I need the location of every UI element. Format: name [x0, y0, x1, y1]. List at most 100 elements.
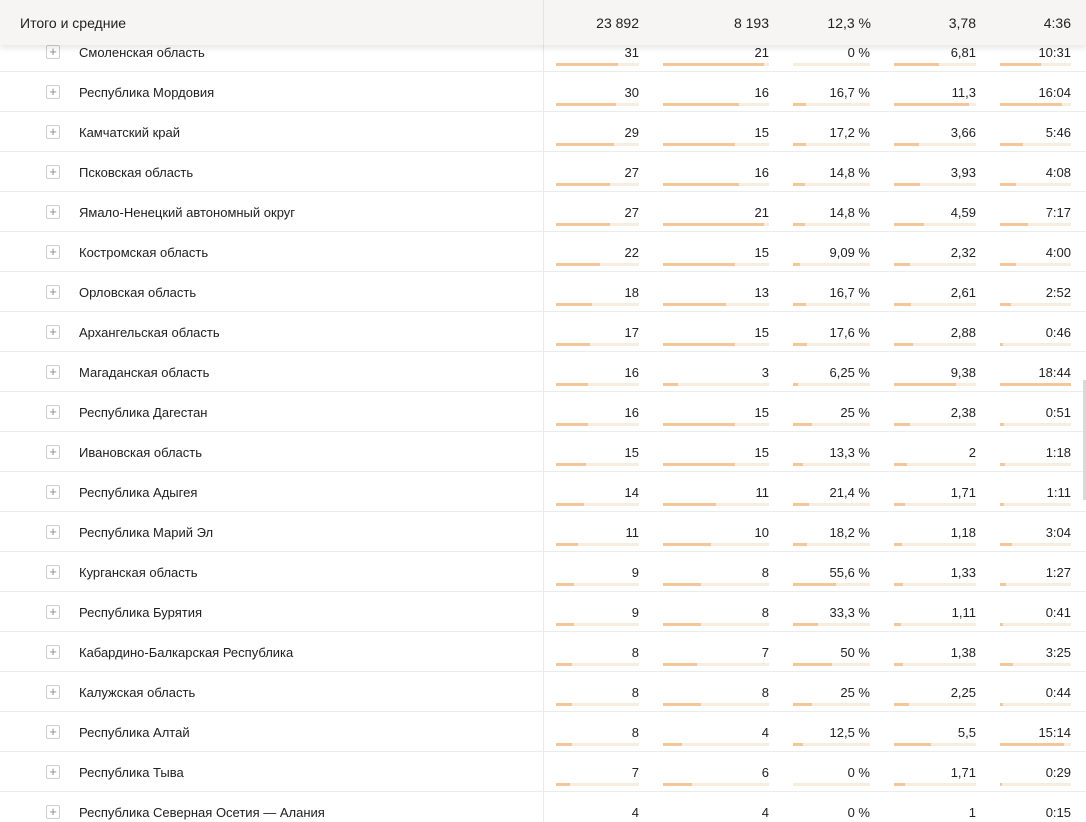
page-depth-bar-track [894, 383, 976, 386]
table-row[interactable]: + Республика Марий Эл 11 10 18,2 % 1,18 3:04 [0, 512, 1086, 552]
table-row[interactable]: + Псковская область 27 16 14,8 % 3,93 4:08 [0, 152, 1086, 192]
visitors-cell: 13 [754, 285, 769, 300]
expand-row-icon[interactable]: + [46, 645, 60, 659]
expand-row-icon[interactable]: + [46, 445, 60, 459]
table-row[interactable]: + Смоленская область 31 21 0 % 6,81 10:31 [0, 32, 1086, 72]
page-depth-bar-fill [894, 663, 903, 666]
expand-row-icon[interactable]: + [46, 205, 60, 219]
bounce-rate-cell: 18,2 % [829, 525, 870, 540]
table-row[interactable]: + Кабардино-Балкарская Республика 8 7 50 % 1,… [0, 632, 1086, 672]
visitors-cell: 15 [754, 325, 769, 340]
visits-bar-track [556, 503, 639, 506]
page-depth-cell: 2,61 [950, 285, 976, 300]
page-depth-cell: 4,59 [950, 205, 976, 220]
table-row[interactable]: + Ивановская область 15 15 13,3 % 2 1:18 [0, 432, 1086, 472]
visits-bar-track [556, 223, 639, 226]
expand-row-icon[interactable]: + [46, 245, 60, 259]
visits-cell: 18 [624, 285, 639, 300]
expand-row-icon[interactable]: + [46, 565, 60, 579]
visitors-cell: 8 [761, 565, 769, 580]
expand-row-icon[interactable]: + [46, 125, 60, 139]
visit-duration-cell: 2:52 [1045, 285, 1071, 300]
visitors-bar-fill [663, 583, 701, 586]
table-row[interactable]: + Республика Адыгея 14 11 21,4 % 1,71 1:11 [0, 472, 1086, 512]
bounce-rate-bar-track [793, 783, 870, 786]
expand-row-icon[interactable]: + [46, 45, 60, 59]
expand-row-icon[interactable]: + [46, 805, 60, 819]
table-row[interactable]: + Республика Мордовия 30 16 16,7 % 11,3 16:04 [0, 72, 1086, 112]
table-row[interactable]: + Магаданская область 16 3 6,25 % 9,38 18:44 [0, 352, 1086, 392]
bounce-rate-bar-fill [793, 663, 832, 666]
expand-row-icon[interactable]: + [46, 85, 60, 99]
page-depth-cell: 11,3 [951, 85, 976, 100]
visits-cell: 16 [624, 365, 639, 380]
visit-duration-bar-fill [1000, 183, 1016, 186]
expand-row-icon[interactable]: + [46, 405, 60, 419]
expand-row-icon[interactable]: + [46, 285, 60, 299]
bounce-rate-cell: 17,6 % [829, 325, 870, 340]
scrollbar[interactable] [1083, 380, 1086, 500]
visits-bar-track [556, 783, 639, 786]
table-row[interactable]: + Республика Северная Осетия — Алания 4 4 0 … [0, 792, 1086, 822]
expand-row-icon[interactable]: + [46, 485, 60, 499]
bounce-rate-cell: 9,09 % [829, 245, 870, 260]
bounce-rate-bar-track [793, 583, 870, 586]
visits-cell: 11 [625, 525, 640, 540]
table-row[interactable]: + Республика Дагестан 16 15 25 % 2,38 0:51 [0, 392, 1086, 432]
expand-row-icon[interactable]: + [46, 165, 60, 179]
table-row[interactable]: + Костромская область 22 15 9,09 % 2,32 4:00 [0, 232, 1086, 272]
totals-row: Итого и средние 23 892 8 193 12,3 % 3,78… [0, 0, 1086, 45]
region-name: Республика Бурятия [79, 605, 203, 620]
expand-row-icon[interactable]: + [46, 525, 60, 539]
region-name: Республика Тыва [79, 765, 184, 780]
bounce-rate-bar-track [793, 143, 870, 146]
expand-row-icon[interactable]: + [46, 365, 60, 379]
page-depth-bar-fill [894, 583, 903, 586]
table-row[interactable]: + Орловская область 18 13 16,7 % 2,61 2:52 [0, 272, 1086, 312]
visitors-cell: 4 [761, 725, 769, 740]
visits-cell: 16 [624, 405, 639, 420]
visit-duration-bar-fill [1000, 423, 1004, 426]
expand-row-icon[interactable]: + [46, 765, 60, 779]
bounce-rate-bar-fill [793, 623, 818, 626]
table-row[interactable]: + Республика Тыва 7 6 0 % 1,71 0:29 [0, 752, 1086, 792]
table-row[interactable]: + Архангельская область 17 15 17,6 % 2,88 0:46 [0, 312, 1086, 352]
table-row[interactable]: + Камчатский край 29 15 17,2 % 3,66 5:46 [0, 112, 1086, 152]
visits-cell: 27 [624, 165, 639, 180]
table-row[interactable]: + Ямало-Ненецкий автономный округ 27 21 14,8… [0, 192, 1086, 232]
visitors-bar-track [663, 463, 769, 466]
total-visit-duration: 4:36 [1043, 15, 1071, 31]
visit-duration-bar-fill [1000, 343, 1003, 346]
expand-row-icon[interactable]: + [46, 725, 60, 739]
visits-bar-fill [556, 63, 618, 66]
visit-duration-bar-fill [1000, 543, 1012, 546]
expand-row-icon[interactable]: + [46, 605, 60, 619]
table-row[interactable]: + Республика Алтай 8 4 12,5 % 5,5 15:14 [0, 712, 1086, 752]
visitors-bar-fill [663, 143, 735, 146]
visits-bar-fill [556, 583, 574, 586]
visits-bar-fill [556, 703, 572, 706]
expand-row-icon[interactable]: + [46, 325, 60, 339]
region-name: Псковская область [79, 165, 194, 180]
table-row[interactable]: + Республика Бурятия 9 8 33,3 % 1,11 0:41 [0, 592, 1086, 632]
bounce-rate-cell: 14,8 % [829, 205, 870, 220]
page-depth-cell: 1,33 [950, 565, 976, 580]
visits-bar-track [556, 63, 639, 66]
bounce-rate-cell: 17,2 % [829, 125, 870, 140]
expand-row-icon[interactable]: + [46, 685, 60, 699]
bounce-rate-bar-fill [793, 743, 803, 746]
page-depth-bar-track [894, 623, 976, 626]
visitors-bar-fill [663, 463, 735, 466]
bounce-rate-bar-track [793, 343, 870, 346]
table-row[interactable]: + Курганская область 9 8 55,6 % 1,33 1:27 [0, 552, 1086, 592]
table-row[interactable]: + Калужская область 8 8 25 % 2,25 0:44 [0, 672, 1086, 712]
visit-duration-cell: 15:14 [1038, 725, 1071, 740]
visit-duration-cell: 0:44 [1045, 685, 1071, 700]
visitors-bar-fill [663, 383, 678, 386]
bounce-rate-bar-fill [793, 303, 806, 306]
visits-cell: 7 [631, 765, 639, 780]
visit-duration-cell: 0:46 [1045, 325, 1071, 340]
visitors-bar-track [663, 743, 769, 746]
bounce-rate-bar-track [793, 663, 870, 666]
bounce-rate-bar-fill [793, 343, 807, 346]
